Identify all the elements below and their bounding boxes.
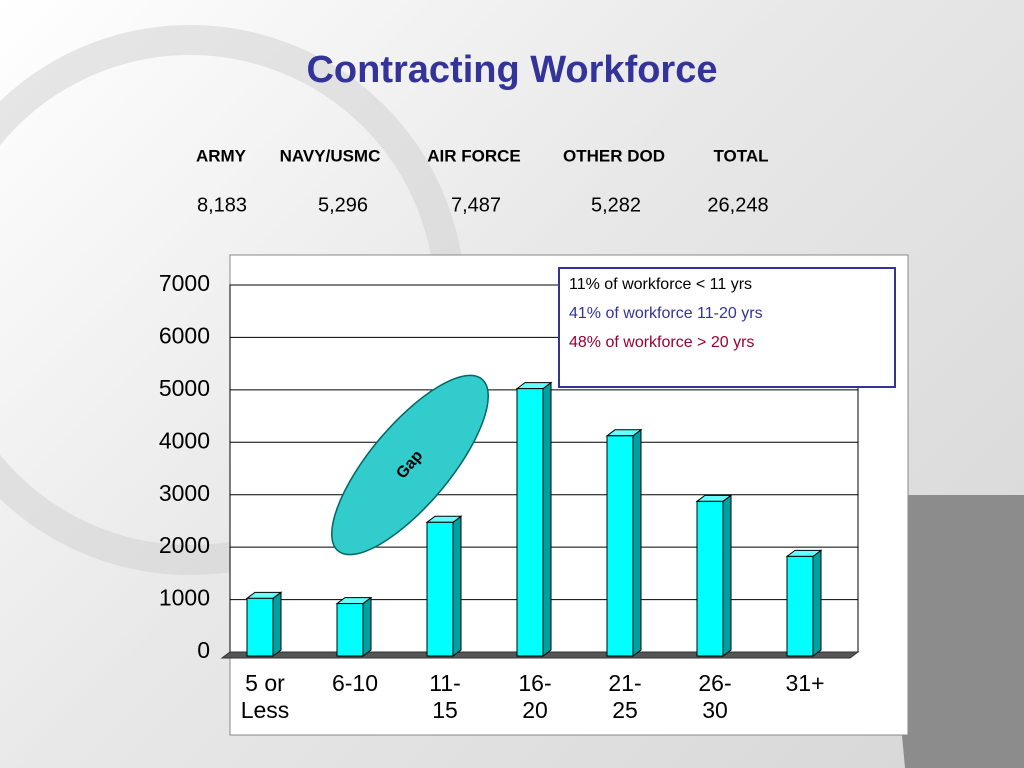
bar-side bbox=[812, 549, 822, 657]
annotation: 41% of workforce 11-20 yrs bbox=[569, 305, 763, 322]
summary-label: NAVY/USMC bbox=[280, 146, 381, 165]
gap: Gap bbox=[331, 374, 489, 556]
bar bbox=[786, 555, 814, 657]
annotation: 11% of workforce < 11 yrs bbox=[569, 276, 752, 293]
bar bbox=[246, 597, 274, 657]
x-tick-label: 26-30 bbox=[698, 670, 732, 723]
y-tick-label: 3000 bbox=[159, 480, 210, 506]
y-tick-label: 1000 bbox=[159, 585, 210, 611]
bar bbox=[606, 435, 634, 657]
y-tick-label: 2000 bbox=[159, 532, 210, 558]
bar-side bbox=[542, 381, 552, 657]
bar-group bbox=[335, 596, 373, 657]
bar bbox=[696, 500, 724, 657]
summary-label: AIR FORCE bbox=[427, 146, 521, 165]
slide-title: Contracting Workforce bbox=[306, 49, 717, 91]
summary-value: 26,248 bbox=[707, 194, 768, 216]
summary-label: TOTAL bbox=[713, 146, 768, 165]
summary-value: 5,296 bbox=[318, 194, 368, 216]
bar-side bbox=[272, 591, 282, 657]
bar-side bbox=[632, 428, 642, 657]
summary-label: ARMY bbox=[196, 146, 247, 165]
y-tick-label: 5000 bbox=[159, 375, 210, 401]
y-tick-label: 6000 bbox=[159, 323, 210, 349]
decor bbox=[880, 495, 1024, 768]
bar bbox=[336, 603, 364, 657]
x-tick-label: 31+ bbox=[785, 670, 825, 696]
bar bbox=[516, 388, 544, 657]
x-tick-label: 11-15 bbox=[429, 670, 461, 723]
bar-group bbox=[695, 494, 733, 657]
x-tick-label: 16-20 bbox=[518, 670, 552, 723]
annotation: 48% of workforce > 20 yrs bbox=[569, 334, 754, 351]
x-tick-label: 5 or Less bbox=[240, 670, 290, 723]
summary-label: OTHER DOD bbox=[563, 146, 665, 165]
y-tick-label: 4000 bbox=[159, 427, 210, 453]
bar-group bbox=[425, 515, 463, 657]
bar-group bbox=[245, 591, 283, 657]
bar-group bbox=[515, 381, 553, 657]
y-tick-label: 7000 bbox=[159, 270, 210, 296]
bar-side bbox=[362, 596, 372, 657]
summary-value: 7,487 bbox=[451, 194, 501, 216]
gap-ellipse bbox=[331, 374, 489, 556]
bar-side bbox=[722, 494, 732, 657]
summary-value: 8,183 bbox=[197, 194, 247, 216]
x-tick-label: 6-10 bbox=[331, 670, 379, 696]
bar-group bbox=[605, 428, 643, 657]
x-tick-label: 21-25 bbox=[608, 670, 642, 723]
bar-side bbox=[452, 515, 462, 657]
bar bbox=[426, 521, 454, 657]
summary-value: 5,282 bbox=[591, 194, 641, 216]
bar-group bbox=[785, 549, 823, 657]
y-tick-label: 0 bbox=[197, 637, 210, 663]
annotation-box bbox=[558, 267, 896, 388]
